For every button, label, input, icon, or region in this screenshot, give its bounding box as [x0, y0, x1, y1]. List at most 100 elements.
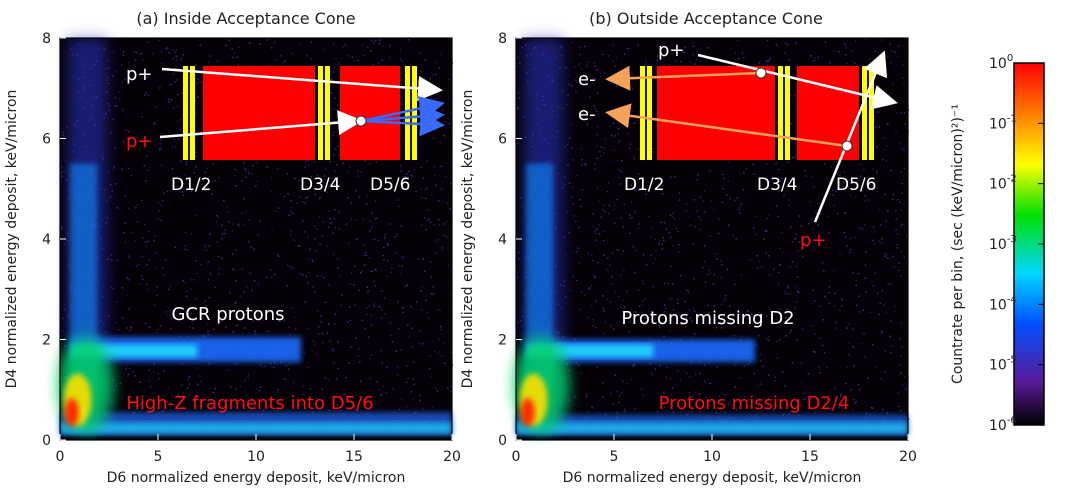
density-speck — [276, 401, 278, 403]
density-speck — [380, 394, 382, 396]
density-speck — [875, 126, 877, 129]
density-speck — [374, 285, 377, 287]
panel-a-highz-label: High-Z fragments into D5/6 — [126, 393, 373, 414]
density-speck — [765, 337, 768, 340]
density-speck — [697, 174, 699, 176]
density-speck — [401, 265, 403, 267]
density-speck — [209, 233, 211, 235]
density-speck — [718, 232, 720, 235]
density-speck — [310, 41, 313, 43]
density-speck — [795, 41, 797, 44]
density-speck — [143, 223, 146, 226]
density-speck — [567, 399, 569, 401]
density-speck — [243, 291, 245, 293]
density-speck — [684, 300, 686, 303]
density-speck — [189, 326, 191, 328]
density-speck — [723, 300, 725, 302]
density-speck — [196, 367, 199, 369]
density-speck — [245, 401, 247, 403]
density-speck — [606, 269, 609, 271]
density-speck — [619, 183, 622, 185]
density-speck — [790, 329, 793, 332]
density-speck — [680, 60, 682, 63]
density-speck — [327, 210, 330, 213]
density-speck — [600, 75, 602, 78]
density-speck — [316, 310, 319, 312]
density-speck — [887, 282, 889, 284]
density-speck — [424, 270, 426, 272]
density-speck — [844, 382, 847, 385]
density-speck — [195, 155, 197, 157]
density-speck — [289, 333, 291, 336]
density-speck — [674, 175, 676, 178]
density-speck — [638, 173, 641, 175]
density-speck — [139, 381, 141, 383]
density-speck — [852, 61, 854, 63]
density-speck — [758, 405, 760, 407]
density-speck — [609, 392, 612, 395]
density-speck — [759, 360, 762, 362]
density-speck — [302, 220, 304, 222]
density-speck — [781, 178, 783, 180]
density-speck — [196, 215, 198, 217]
density-speck — [572, 159, 574, 161]
density-speck — [901, 183, 903, 185]
x-tick-label: 0 — [56, 449, 65, 465]
density-speck — [106, 217, 108, 219]
density-speck — [158, 210, 160, 212]
density-speck — [577, 112, 580, 114]
density-speck — [766, 217, 768, 220]
density-speck — [311, 259, 314, 261]
density-speck — [820, 401, 822, 403]
panel-a-title: (a) Inside Acceptance Cone — [136, 9, 355, 28]
density-speck — [204, 244, 206, 246]
density-speck — [776, 205, 778, 207]
density-speck — [183, 245, 186, 247]
density-speck — [252, 320, 254, 322]
density-speck — [108, 258, 110, 260]
density-speck — [266, 166, 269, 168]
density-speck — [411, 327, 413, 329]
density-speck — [685, 317, 688, 319]
density-speck — [425, 189, 427, 191]
density-speck — [398, 409, 401, 411]
density-speck — [190, 288, 192, 290]
density-speck — [400, 349, 402, 351]
density-speck — [678, 199, 681, 201]
density-speck — [887, 56, 889, 58]
density-speck — [611, 283, 613, 285]
density-speck — [403, 73, 405, 76]
density-speck — [684, 325, 687, 328]
density-speck — [160, 139, 162, 141]
density-speck — [880, 378, 882, 380]
density-speck — [357, 175, 359, 178]
density-speck — [632, 365, 634, 367]
density-speck — [324, 301, 327, 303]
density-speck — [802, 256, 804, 258]
density-speck — [602, 204, 604, 206]
density-speck — [563, 184, 565, 186]
density-speck — [435, 61, 437, 64]
density-speck — [188, 376, 190, 378]
density-speck — [596, 134, 598, 136]
density-speck — [342, 46, 344, 48]
density-speck — [370, 50, 372, 52]
density-speck — [567, 94, 569, 96]
density-speck — [885, 159, 887, 162]
density-speck — [440, 53, 442, 56]
density-speck — [135, 207, 138, 209]
density-speck — [709, 235, 712, 237]
density-speck — [147, 288, 149, 291]
density-speck — [132, 370, 135, 372]
density-speck — [331, 348, 334, 350]
density-speck — [660, 52, 662, 54]
y-tick-label: 2 — [498, 333, 507, 349]
density-speck — [592, 226, 595, 228]
density-speck — [181, 92, 183, 94]
density-speck — [647, 320, 649, 322]
density-speck — [848, 323, 850, 326]
density-speck — [900, 322, 902, 324]
density-speck — [519, 319, 522, 322]
inset-a-label-d12: D1/2 — [171, 175, 211, 195]
density-speck — [850, 389, 853, 391]
